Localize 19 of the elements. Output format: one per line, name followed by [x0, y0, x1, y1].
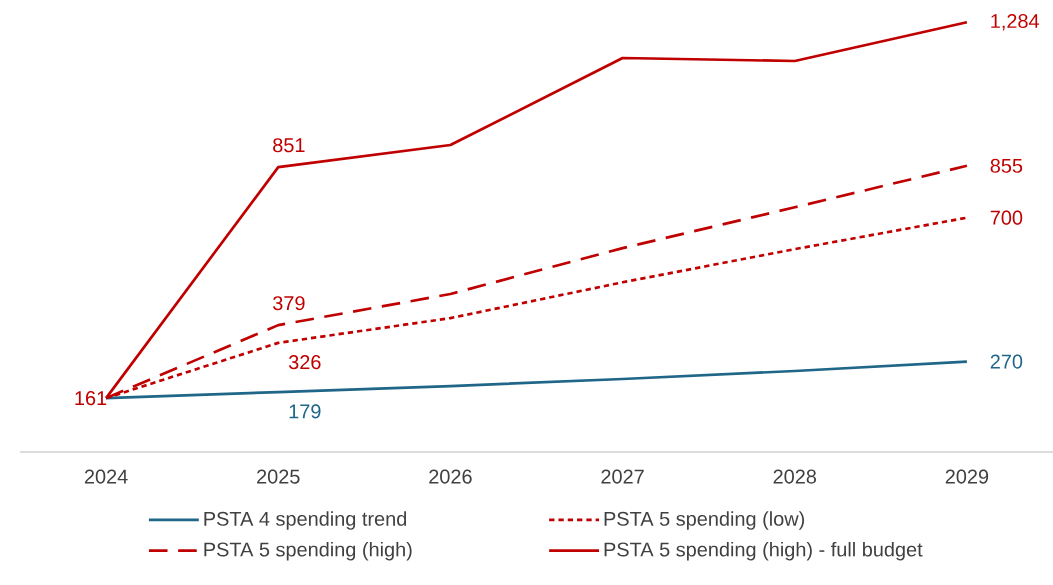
data-label: 1,284: [991, 13, 1040, 31]
legend-label: PSTA 5 spending (high) - full budget: [604, 541, 923, 561]
data-label: 161: [75, 391, 107, 406]
data-label: 326: [288, 355, 321, 370]
data-label: 855: [990, 158, 1023, 173]
legend-label: PSTA 5 spending (high): [204, 541, 412, 561]
data-label: 851: [273, 138, 305, 153]
legend-label: PSTA 5 spending (low): [604, 511, 805, 530]
x-tick-label: 2025: [257, 469, 300, 484]
x-tick-label: 2028: [773, 469, 817, 484]
x-tick-label: 2026: [429, 469, 472, 484]
legend-label: PSTA 4 spending trend: [204, 511, 407, 530]
x-tick-label: 2024: [84, 469, 128, 484]
data-label: 700: [990, 210, 1023, 225]
x-tick-label: 2027: [601, 469, 644, 484]
x-tick-label: 2029: [945, 469, 989, 484]
data-label: 379: [273, 296, 305, 311]
data-label: 179: [289, 404, 321, 419]
data-label: 270: [990, 354, 1023, 369]
